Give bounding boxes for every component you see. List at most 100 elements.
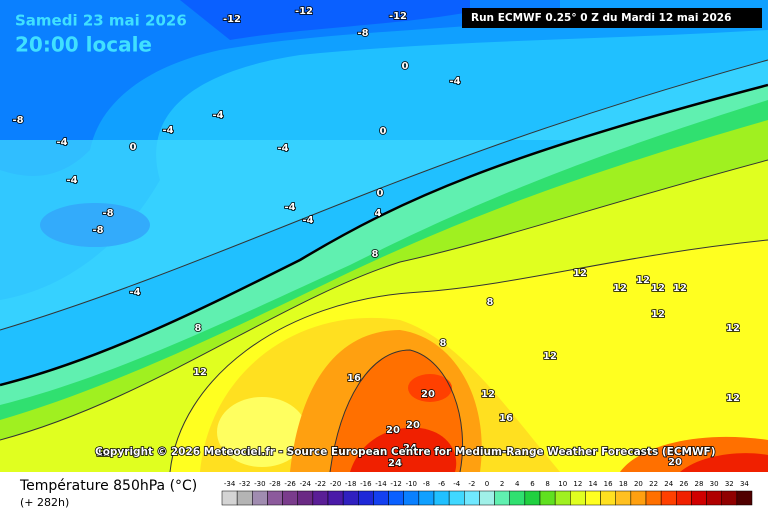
scale-swatch	[509, 490, 526, 506]
scale-label: -30	[254, 480, 265, 488]
scale-swatch	[479, 490, 495, 506]
scale-swatch	[539, 490, 556, 506]
scale-label: -4	[453, 480, 461, 488]
contour-label: 12	[481, 389, 495, 400]
scale-label: 30	[710, 480, 719, 488]
scale-swatch	[388, 490, 404, 506]
scale-swatch	[373, 490, 389, 506]
contour-label: -8	[357, 28, 368, 39]
scale-swatch	[585, 490, 601, 506]
scale-swatch	[327, 490, 344, 506]
scale-swatch	[554, 490, 571, 506]
scale-swatch	[630, 490, 647, 506]
scale-swatch	[358, 490, 374, 506]
scale-label: 22	[649, 480, 658, 488]
scale-swatch	[221, 490, 238, 506]
scale-swatch	[615, 490, 632, 506]
scale-swatch	[267, 490, 283, 506]
isotherm	[0, 159, 768, 441]
scale-label: 24	[664, 480, 673, 488]
contour-label: 12	[543, 351, 557, 362]
cold-area	[0, 0, 768, 300]
scale-label: -24	[300, 480, 312, 488]
scale-label: -10	[406, 480, 417, 488]
scale-label: -26	[284, 480, 296, 488]
scale-swatch	[645, 490, 662, 506]
scale-label: 2	[500, 480, 504, 488]
scale-label: -34	[224, 480, 236, 488]
scale-label: -22	[315, 480, 326, 488]
scale-label: 16	[604, 480, 613, 488]
forecast-time: 20:00 locale	[15, 33, 152, 57]
scale-label: 6	[530, 480, 535, 488]
contour-label: 20	[406, 420, 420, 431]
contour-label: 20	[386, 425, 400, 436]
scale-label: -28	[269, 480, 280, 488]
scale-swatch	[418, 490, 435, 506]
contour-label: 24	[403, 443, 417, 454]
contour-label: -4	[162, 125, 173, 136]
contour-label: 12	[636, 275, 650, 286]
scale-label: -32	[239, 480, 250, 488]
contour-label: 12	[193, 367, 207, 378]
legend-title: Température 850hPa (°C)	[19, 478, 197, 494]
scale-label: 4	[515, 480, 520, 488]
contour-label: 0	[130, 142, 137, 153]
contour-label: -8	[92, 225, 103, 236]
scale-label: -16	[360, 480, 372, 488]
scale-swatch	[600, 490, 616, 506]
scale-label: 10	[558, 480, 567, 488]
scale-swatch	[433, 490, 450, 506]
scale-swatch	[706, 490, 722, 506]
contour-label: 4	[375, 208, 382, 219]
scale-label: -20	[330, 480, 341, 488]
scale-label: 0	[485, 480, 489, 488]
contour-label: 12	[651, 309, 665, 320]
scale-swatch	[736, 490, 753, 506]
contour-label: -4	[302, 215, 313, 226]
scale-swatch	[448, 490, 465, 506]
scale-swatch	[721, 490, 738, 506]
contour-label: 0	[377, 188, 384, 199]
contour-label: 0	[402, 61, 409, 72]
scale-label: -2	[468, 480, 475, 488]
scale-label: -14	[375, 480, 387, 488]
contour-label: -12	[223, 14, 241, 25]
scale-swatch	[236, 490, 253, 506]
contour-label: 8	[372, 249, 379, 260]
legend-lead: (+ 282h)	[20, 496, 69, 509]
contour-label: 8	[440, 338, 447, 349]
contour-label: 8	[487, 297, 494, 308]
zero-isotherm	[0, 83, 768, 387]
contour-label: -4	[449, 76, 460, 87]
contour-label: 12	[673, 283, 687, 294]
contour-label: -4	[277, 143, 288, 154]
contour-label: 24	[388, 458, 402, 469]
scale-label: -18	[345, 480, 356, 488]
contour-label: 20	[668, 457, 682, 468]
contour-label: -4	[66, 175, 77, 186]
hot-area	[680, 453, 768, 472]
scale-label: 12	[573, 480, 582, 488]
contour-label: 12	[726, 323, 740, 334]
copyright: Copyright © 2026 Meteociel.fr - Source E…	[95, 446, 716, 458]
scale-swatch	[464, 490, 480, 506]
contour-label: -4	[56, 137, 67, 148]
contour-label: -8	[102, 208, 113, 219]
scale-swatch	[312, 490, 329, 506]
contour-label: 16	[499, 413, 513, 424]
contour-label: 12	[96, 448, 110, 459]
contour-label: -12	[389, 11, 407, 22]
contour-label: -4	[129, 287, 140, 298]
warm-area	[217, 397, 307, 467]
scale-swatch	[282, 490, 298, 506]
scale-label: 26	[679, 480, 688, 488]
forecast-date: Samedi 23 mai 2026	[15, 12, 187, 30]
scale-label: 28	[695, 480, 704, 488]
contour-label: -12	[295, 6, 313, 17]
hot-area	[350, 427, 457, 472]
scale-swatch	[570, 490, 586, 506]
contour-label: -8	[12, 115, 23, 126]
isotherm	[0, 59, 768, 331]
